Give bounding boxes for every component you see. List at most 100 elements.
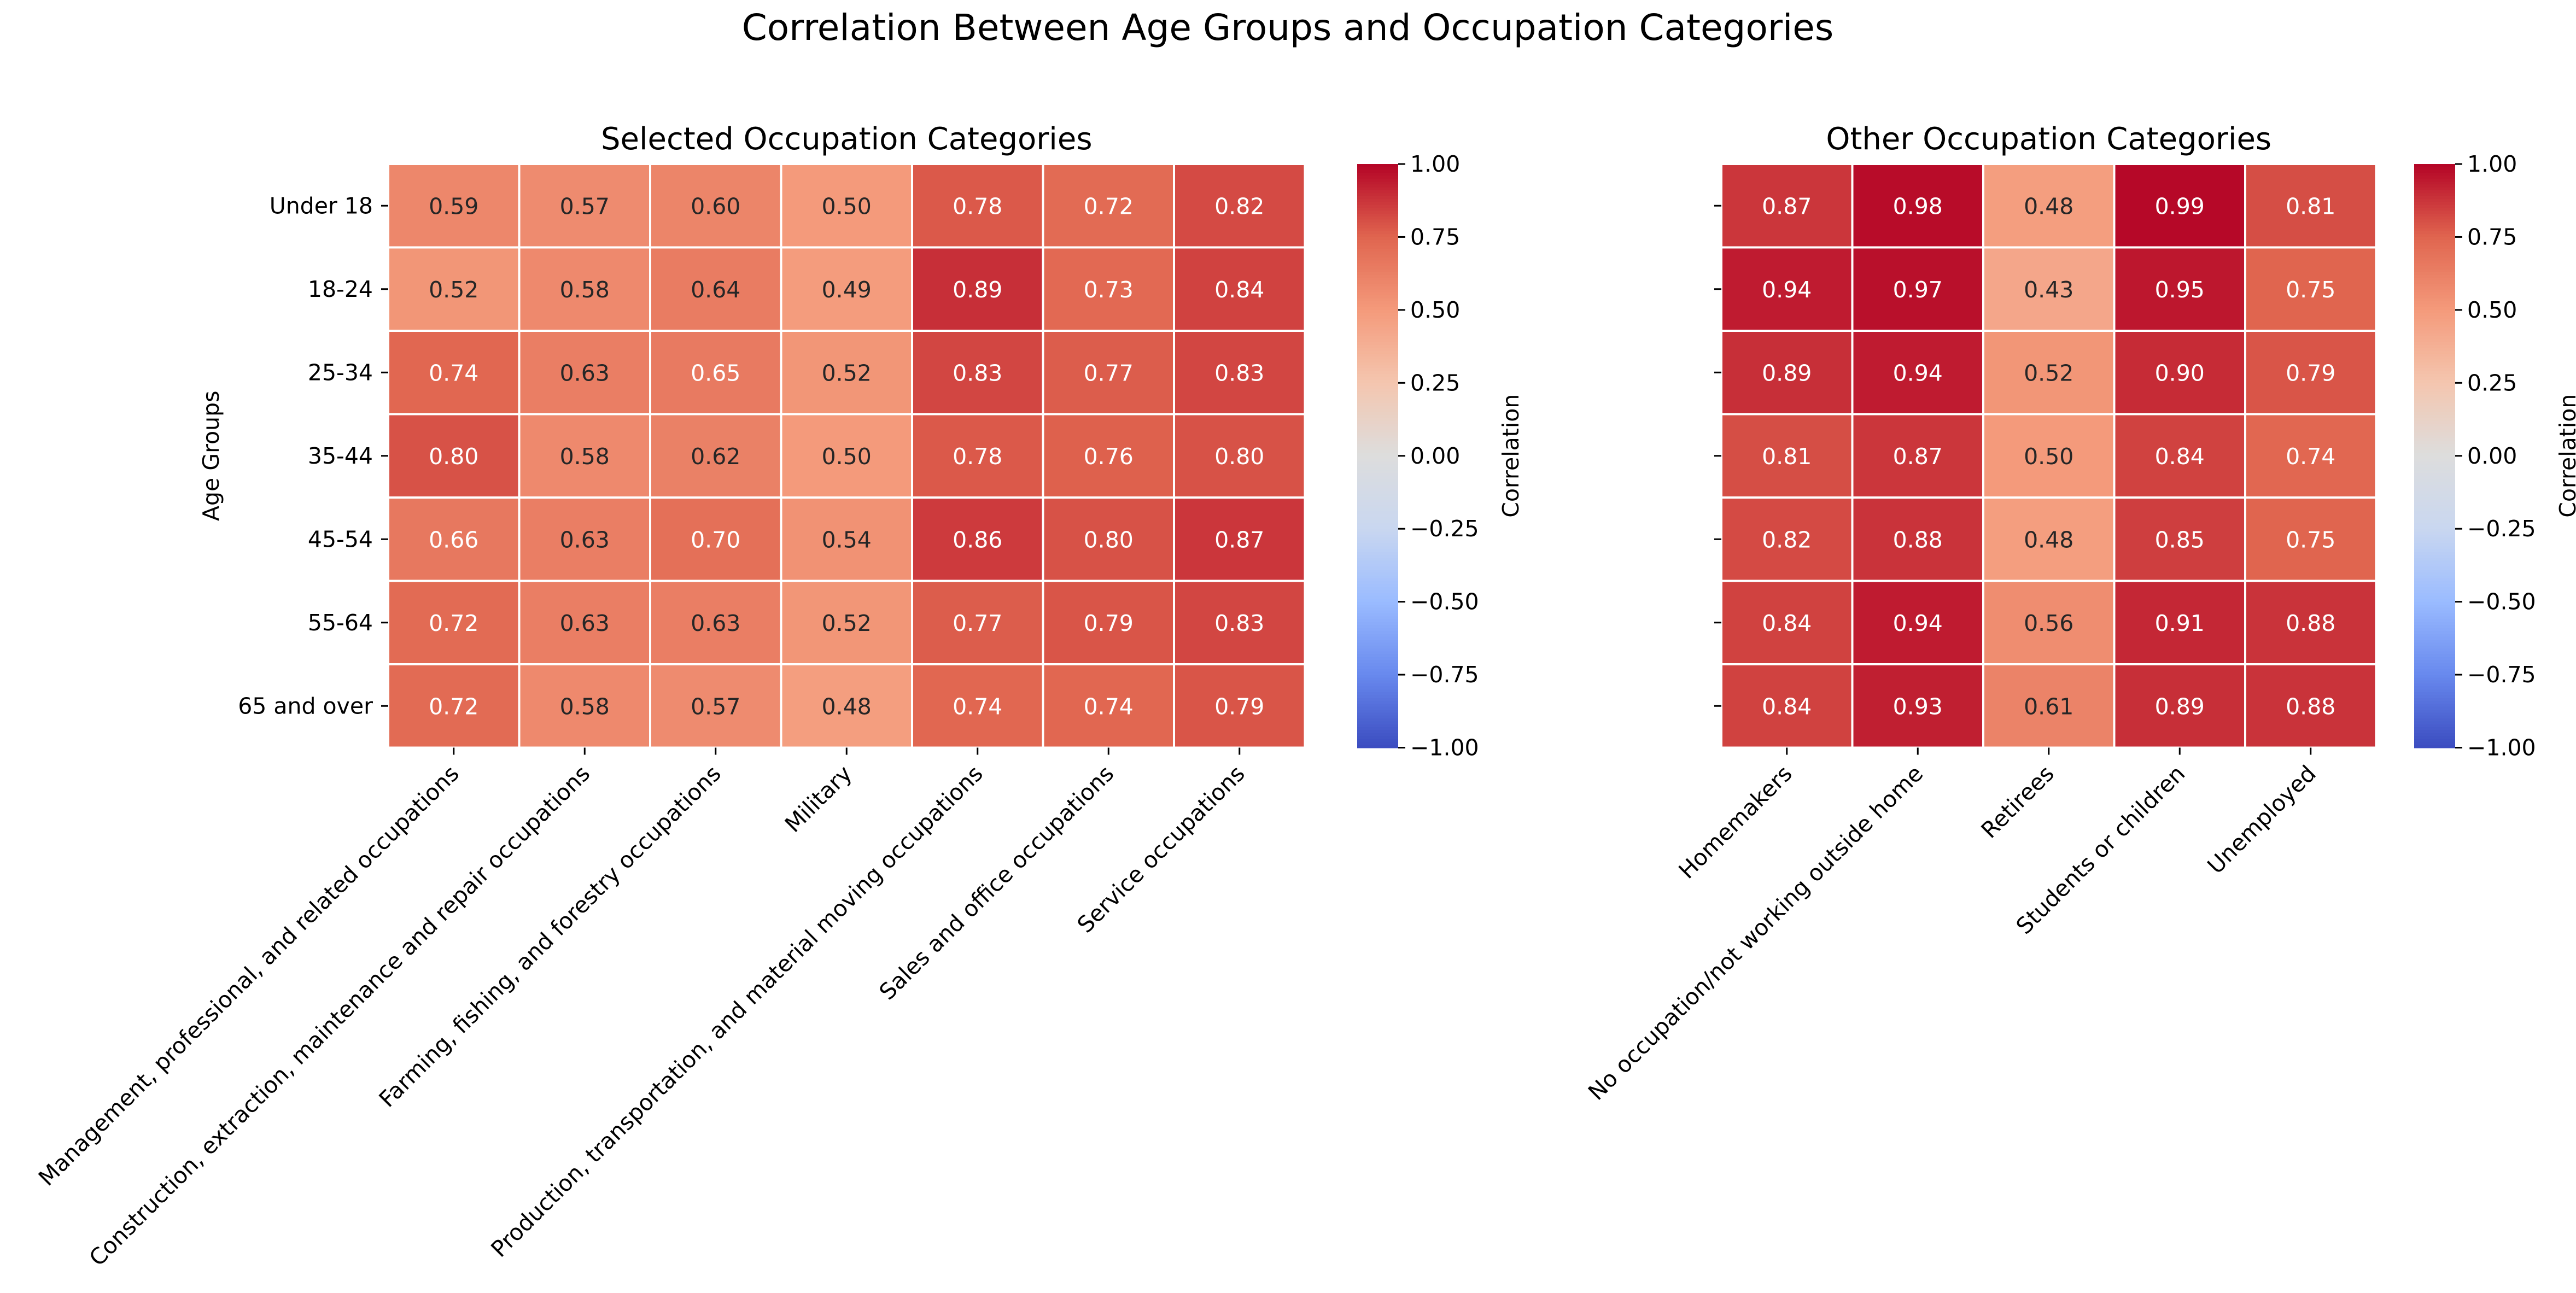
colorbar-segment <box>2414 692 2455 696</box>
heatmap-cell <box>649 496 782 582</box>
colorbar-segment <box>1357 464 1398 469</box>
colorbar-segment <box>1357 712 1398 716</box>
colorbar-segment <box>1357 581 1398 585</box>
heatmap-cell <box>387 663 521 749</box>
cell-value-label: 0.72 <box>1084 193 1134 219</box>
colorbar-segment <box>2414 400 2455 404</box>
cell-value-label: 0.48 <box>822 693 872 719</box>
cell-value-label: 0.89 <box>953 277 1002 303</box>
colorbar-segment <box>1357 309 1398 314</box>
colorbar-segment <box>2414 642 2455 646</box>
colorbar-segment <box>1357 453 1398 457</box>
colorbar-tick-label: −0.50 <box>2467 589 2536 615</box>
colorbar-segment <box>1357 727 1398 731</box>
colorbar-segment <box>1357 546 1398 550</box>
colorbar-segment <box>2414 698 2455 702</box>
cell-value-label: 0.81 <box>1762 443 1812 470</box>
colorbar-segment <box>1357 243 1398 247</box>
x-tick-label: Military <box>780 760 857 838</box>
colorbar-segment <box>1357 543 1398 547</box>
colorbar-segment <box>1357 167 1398 171</box>
heatmap-cell <box>1851 580 1984 665</box>
colorbar-segment <box>1357 558 1398 561</box>
colorbar-segment <box>2414 318 2455 323</box>
colorbar-segment <box>1357 686 1398 690</box>
colorbar-segment <box>1357 634 1398 637</box>
heatmap-cell <box>2244 496 2378 582</box>
colorbar-segment <box>1357 307 1398 311</box>
colorbar-segment <box>1357 721 1398 725</box>
cell-value-label: 0.76 <box>1084 443 1134 470</box>
colorbar-segment <box>1357 257 1398 261</box>
colorbar-segment <box>1357 476 1398 480</box>
colorbar-segment <box>1357 508 1398 512</box>
colorbar-segment <box>1357 330 1398 334</box>
colorbar-segment <box>2414 263 2455 267</box>
colorbar-segment <box>2414 525 2455 530</box>
cell-value-label: 0.62 <box>691 443 740 470</box>
colorbar-segment <box>1357 631 1398 635</box>
colorbar-segment <box>2414 736 2455 740</box>
heatmap-title: Other Occupation Categories <box>1826 121 2271 157</box>
colorbar-segment <box>1357 217 1398 220</box>
heatmap-cell <box>1851 163 1984 249</box>
cell-value-label: 0.72 <box>429 610 478 636</box>
colorbar-segment <box>1357 488 1398 492</box>
colorbar-segment <box>1357 438 1398 442</box>
colorbar-segment <box>1357 701 1398 705</box>
cell-value-label: 0.58 <box>560 443 610 470</box>
cell-value-label: 0.84 <box>1762 693 1812 719</box>
colorbar-segment <box>1357 184 1398 188</box>
colorbar <box>2414 164 2455 748</box>
colorbar-segment <box>1357 362 1398 366</box>
cell-value-label: 0.43 <box>2024 277 2073 303</box>
colorbar-tick-label: −0.25 <box>2467 516 2536 542</box>
colorbar-segment <box>2414 225 2455 229</box>
colorbar-segment <box>1357 190 1398 194</box>
colorbar-segment <box>1357 587 1398 591</box>
colorbar-segment <box>2414 537 2455 541</box>
colorbar-segment <box>2414 190 2455 194</box>
colorbar-segment <box>1357 318 1398 323</box>
heatmap-cell <box>387 496 521 582</box>
colorbar-segment <box>2414 616 2455 620</box>
colorbar-segment <box>2414 461 2455 465</box>
colorbar-segment <box>2414 324 2455 328</box>
colorbar-segment <box>2414 564 2455 567</box>
colorbar-segment <box>1357 467 1398 471</box>
colorbar-segment <box>2414 648 2455 652</box>
colorbar-segment <box>2414 254 2455 258</box>
colorbar-segment <box>1357 552 1398 556</box>
colorbar-segment <box>2414 409 2455 413</box>
colorbar-segment <box>2414 464 2455 469</box>
colorbar-segment <box>2414 622 2455 626</box>
colorbar-segment <box>2414 359 2455 363</box>
colorbar-segment <box>1357 739 1398 742</box>
colorbar-segment <box>2414 237 2455 241</box>
colorbar-segment <box>1357 377 1398 381</box>
cell-value-label: 0.84 <box>1214 277 1264 303</box>
colorbar-segment <box>2414 634 2455 637</box>
colorbar-segment <box>2414 485 2455 489</box>
colorbar-segment <box>1357 599 1398 602</box>
colorbar-segment <box>2414 222 2455 226</box>
colorbar-label: Correlation <box>2555 394 2576 518</box>
cell-value-label: 0.58 <box>560 277 610 303</box>
colorbar-segment <box>1357 213 1398 218</box>
colorbar-tick-label: 0.50 <box>2467 297 2517 323</box>
colorbar-segment <box>2414 473 2455 477</box>
colorbar-segment <box>2414 575 2455 579</box>
colorbar-segment <box>2414 330 2455 334</box>
colorbar-segment <box>1357 187 1398 191</box>
colorbar-segment <box>1357 715 1398 719</box>
heatmap-cell <box>1982 330 2116 416</box>
colorbar-segment <box>1357 651 1398 655</box>
colorbar-segment <box>2414 374 2455 378</box>
colorbar-tick-label: 0.00 <box>2467 443 2517 469</box>
colorbar-segment <box>2414 733 2455 737</box>
heatmap-cell <box>387 163 521 249</box>
cell-value-label: 0.78 <box>953 443 1002 470</box>
colorbar-segment <box>1357 278 1398 282</box>
colorbar-segment <box>1357 514 1398 518</box>
colorbar-segment <box>1357 222 1398 226</box>
